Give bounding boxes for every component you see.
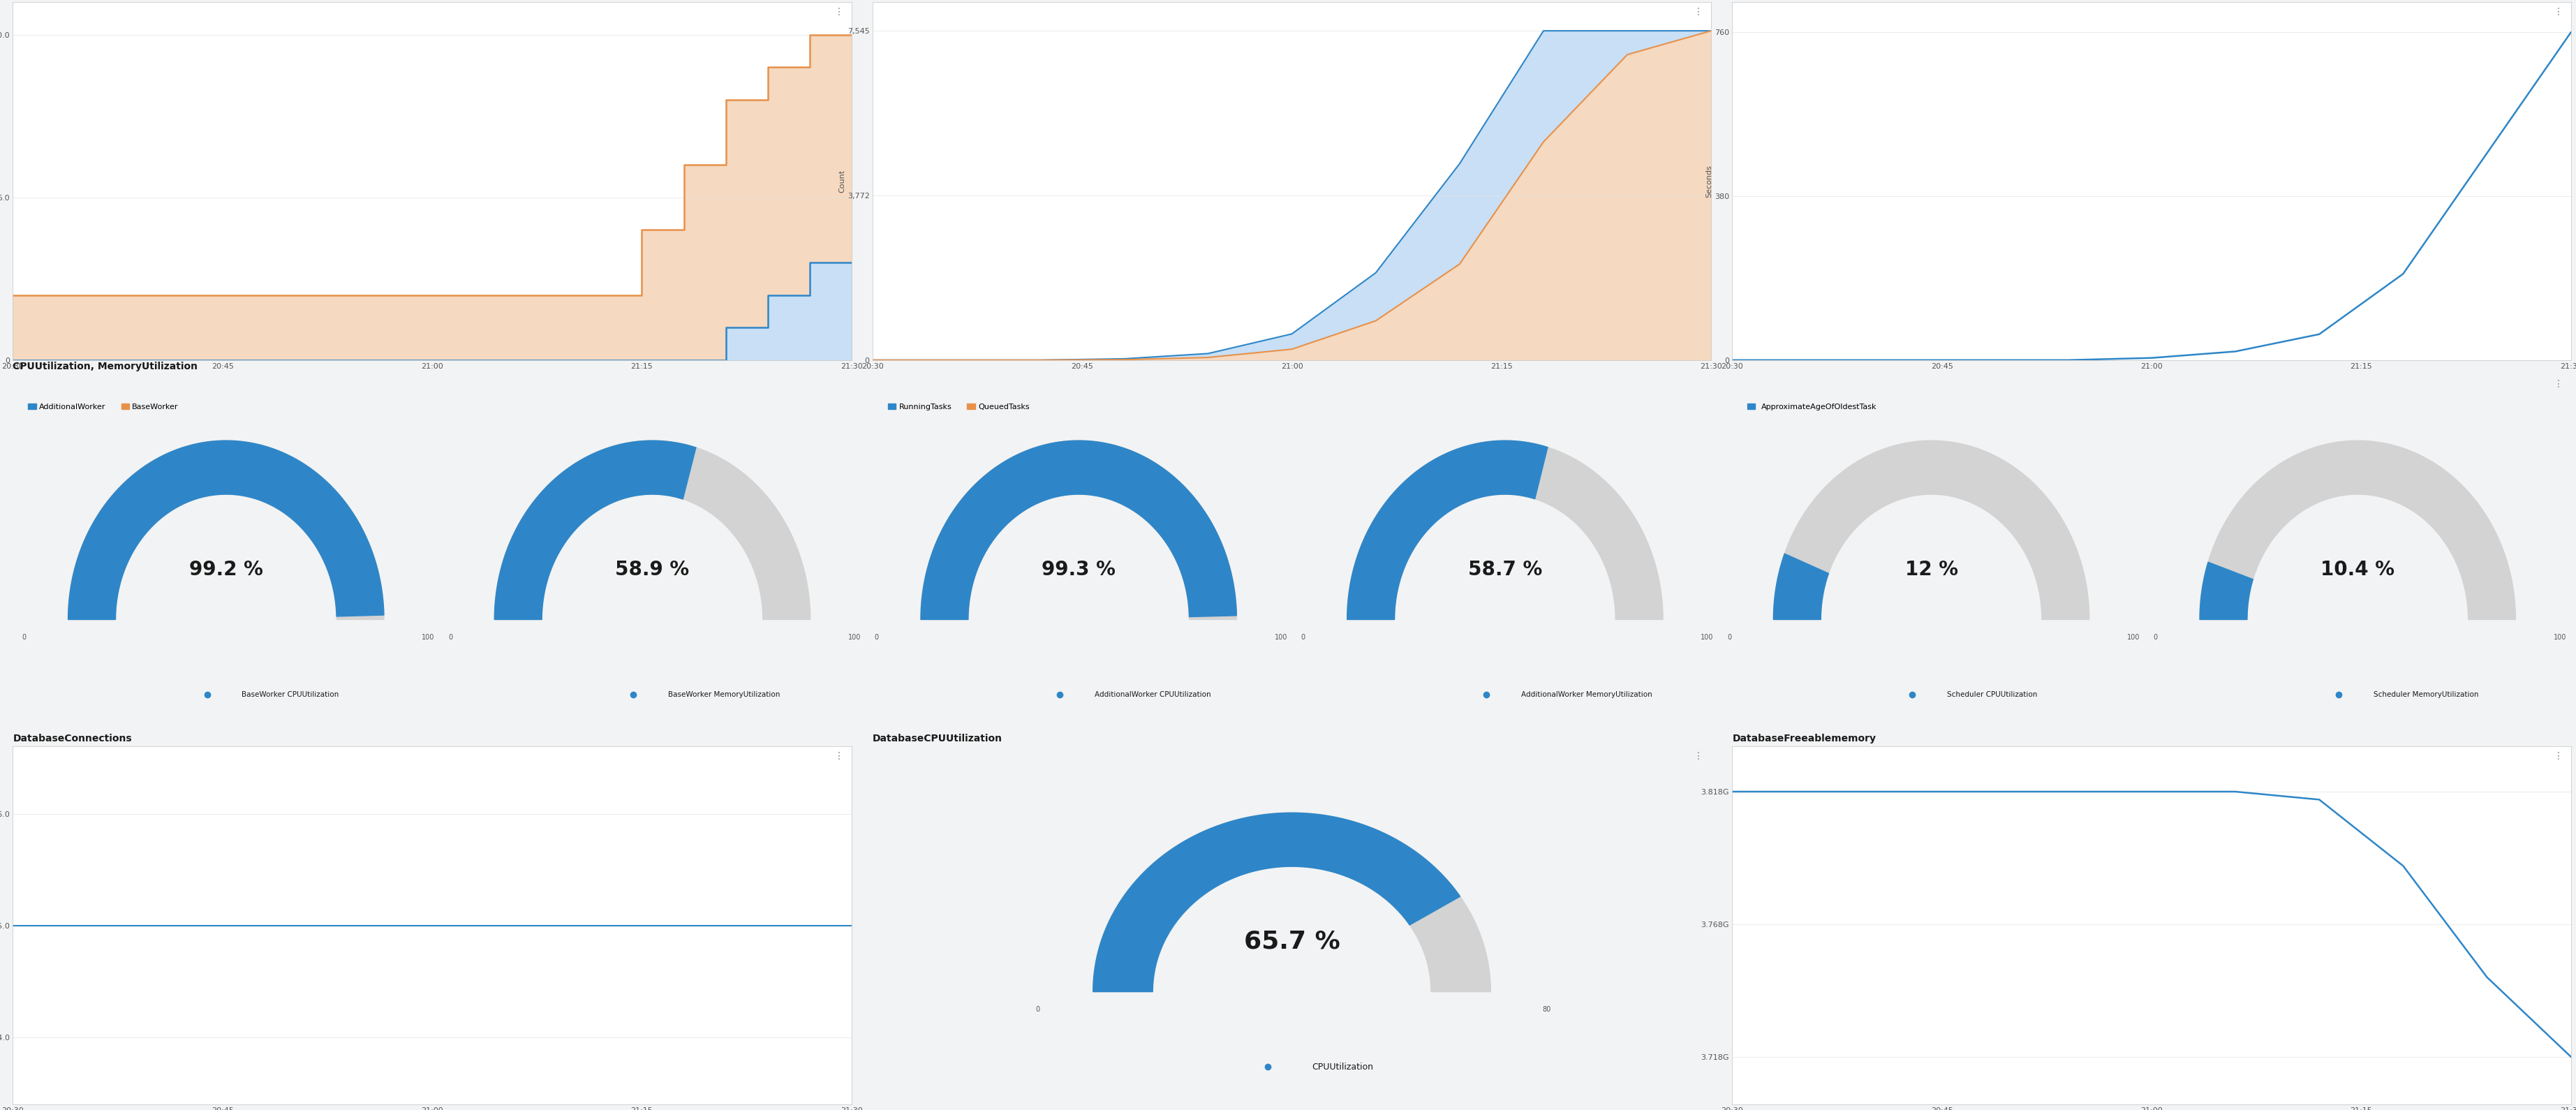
Text: 58.9 %: 58.9 %: [616, 559, 690, 579]
Text: AdditionalWorker CPUUtilization: AdditionalWorker CPUUtilization: [1095, 692, 1211, 698]
Text: ⋮: ⋮: [1695, 751, 1703, 760]
Text: 0: 0: [1036, 1006, 1041, 1013]
Polygon shape: [2200, 562, 2254, 619]
Text: 99.2 %: 99.2 %: [188, 559, 263, 579]
Legend: ApproximateAgeOfOldestTask: ApproximateAgeOfOldestTask: [1744, 401, 1880, 413]
Text: 10.4 %: 10.4 %: [2321, 559, 2396, 579]
Text: 100: 100: [1275, 634, 1288, 640]
Legend: AdditionalWorker, BaseWorker: AdditionalWorker, BaseWorker: [26, 401, 183, 413]
Polygon shape: [495, 441, 696, 619]
Text: 0: 0: [1301, 634, 1306, 640]
Text: Scheduler CPUUtilization: Scheduler CPUUtilization: [1947, 692, 2038, 698]
Polygon shape: [1092, 813, 1461, 991]
Text: 100: 100: [848, 634, 860, 640]
Text: 0: 0: [448, 634, 453, 640]
Text: 80: 80: [1543, 1006, 1551, 1013]
Legend: RunningTasks, QueuedTasks: RunningTasks, QueuedTasks: [884, 401, 1033, 413]
Text: CPUUtilization, MemoryUtilization: CPUUtilization, MemoryUtilization: [13, 362, 198, 372]
Y-axis label: Count: Count: [837, 170, 845, 193]
Text: ⋮: ⋮: [2553, 7, 2563, 17]
Polygon shape: [1772, 441, 2089, 619]
Text: 0: 0: [2154, 634, 2159, 640]
Polygon shape: [2200, 441, 2517, 619]
Polygon shape: [920, 441, 1236, 619]
Text: ⋮: ⋮: [2553, 751, 2563, 760]
Text: 65.7 %: 65.7 %: [1244, 930, 1340, 953]
Text: DatabaseConnections: DatabaseConnections: [13, 734, 131, 744]
Text: 100: 100: [2128, 634, 2141, 640]
Text: ⋮: ⋮: [835, 7, 845, 17]
Polygon shape: [495, 441, 811, 619]
Polygon shape: [1772, 554, 1829, 619]
Text: 100: 100: [422, 634, 435, 640]
Polygon shape: [67, 441, 384, 619]
Text: 0: 0: [873, 634, 878, 640]
Text: ⋮: ⋮: [835, 751, 845, 760]
Y-axis label: Seconds: Seconds: [1705, 164, 1713, 198]
Polygon shape: [1347, 441, 1664, 619]
Text: 58.7 %: 58.7 %: [1468, 559, 1543, 579]
Polygon shape: [920, 441, 1236, 619]
Text: DatabaseFreeablememory: DatabaseFreeablememory: [1731, 734, 1875, 744]
Polygon shape: [67, 441, 384, 619]
Text: BaseWorker CPUUtilization: BaseWorker CPUUtilization: [242, 692, 340, 698]
Text: 100: 100: [2553, 634, 2566, 640]
Polygon shape: [1092, 813, 1492, 991]
Text: Scheduler MemoryUtilization: Scheduler MemoryUtilization: [2372, 692, 2478, 698]
Text: AdditionalWorker MemoryUtilization: AdditionalWorker MemoryUtilization: [1520, 692, 1651, 698]
Text: 100: 100: [1700, 634, 1713, 640]
Polygon shape: [1347, 441, 1548, 619]
Text: ⋮: ⋮: [2553, 379, 2563, 388]
Text: 12 %: 12 %: [1904, 559, 1958, 579]
Text: ⋮: ⋮: [1695, 7, 1703, 17]
Text: CPUUtilization: CPUUtilization: [1311, 1062, 1373, 1071]
Text: BaseWorker MemoryUtilization: BaseWorker MemoryUtilization: [667, 692, 781, 698]
Text: 99.3 %: 99.3 %: [1041, 559, 1115, 579]
Text: DatabaseCPUUtilization: DatabaseCPUUtilization: [873, 734, 1002, 744]
Text: 0: 0: [21, 634, 26, 640]
Text: 0: 0: [1726, 634, 1731, 640]
